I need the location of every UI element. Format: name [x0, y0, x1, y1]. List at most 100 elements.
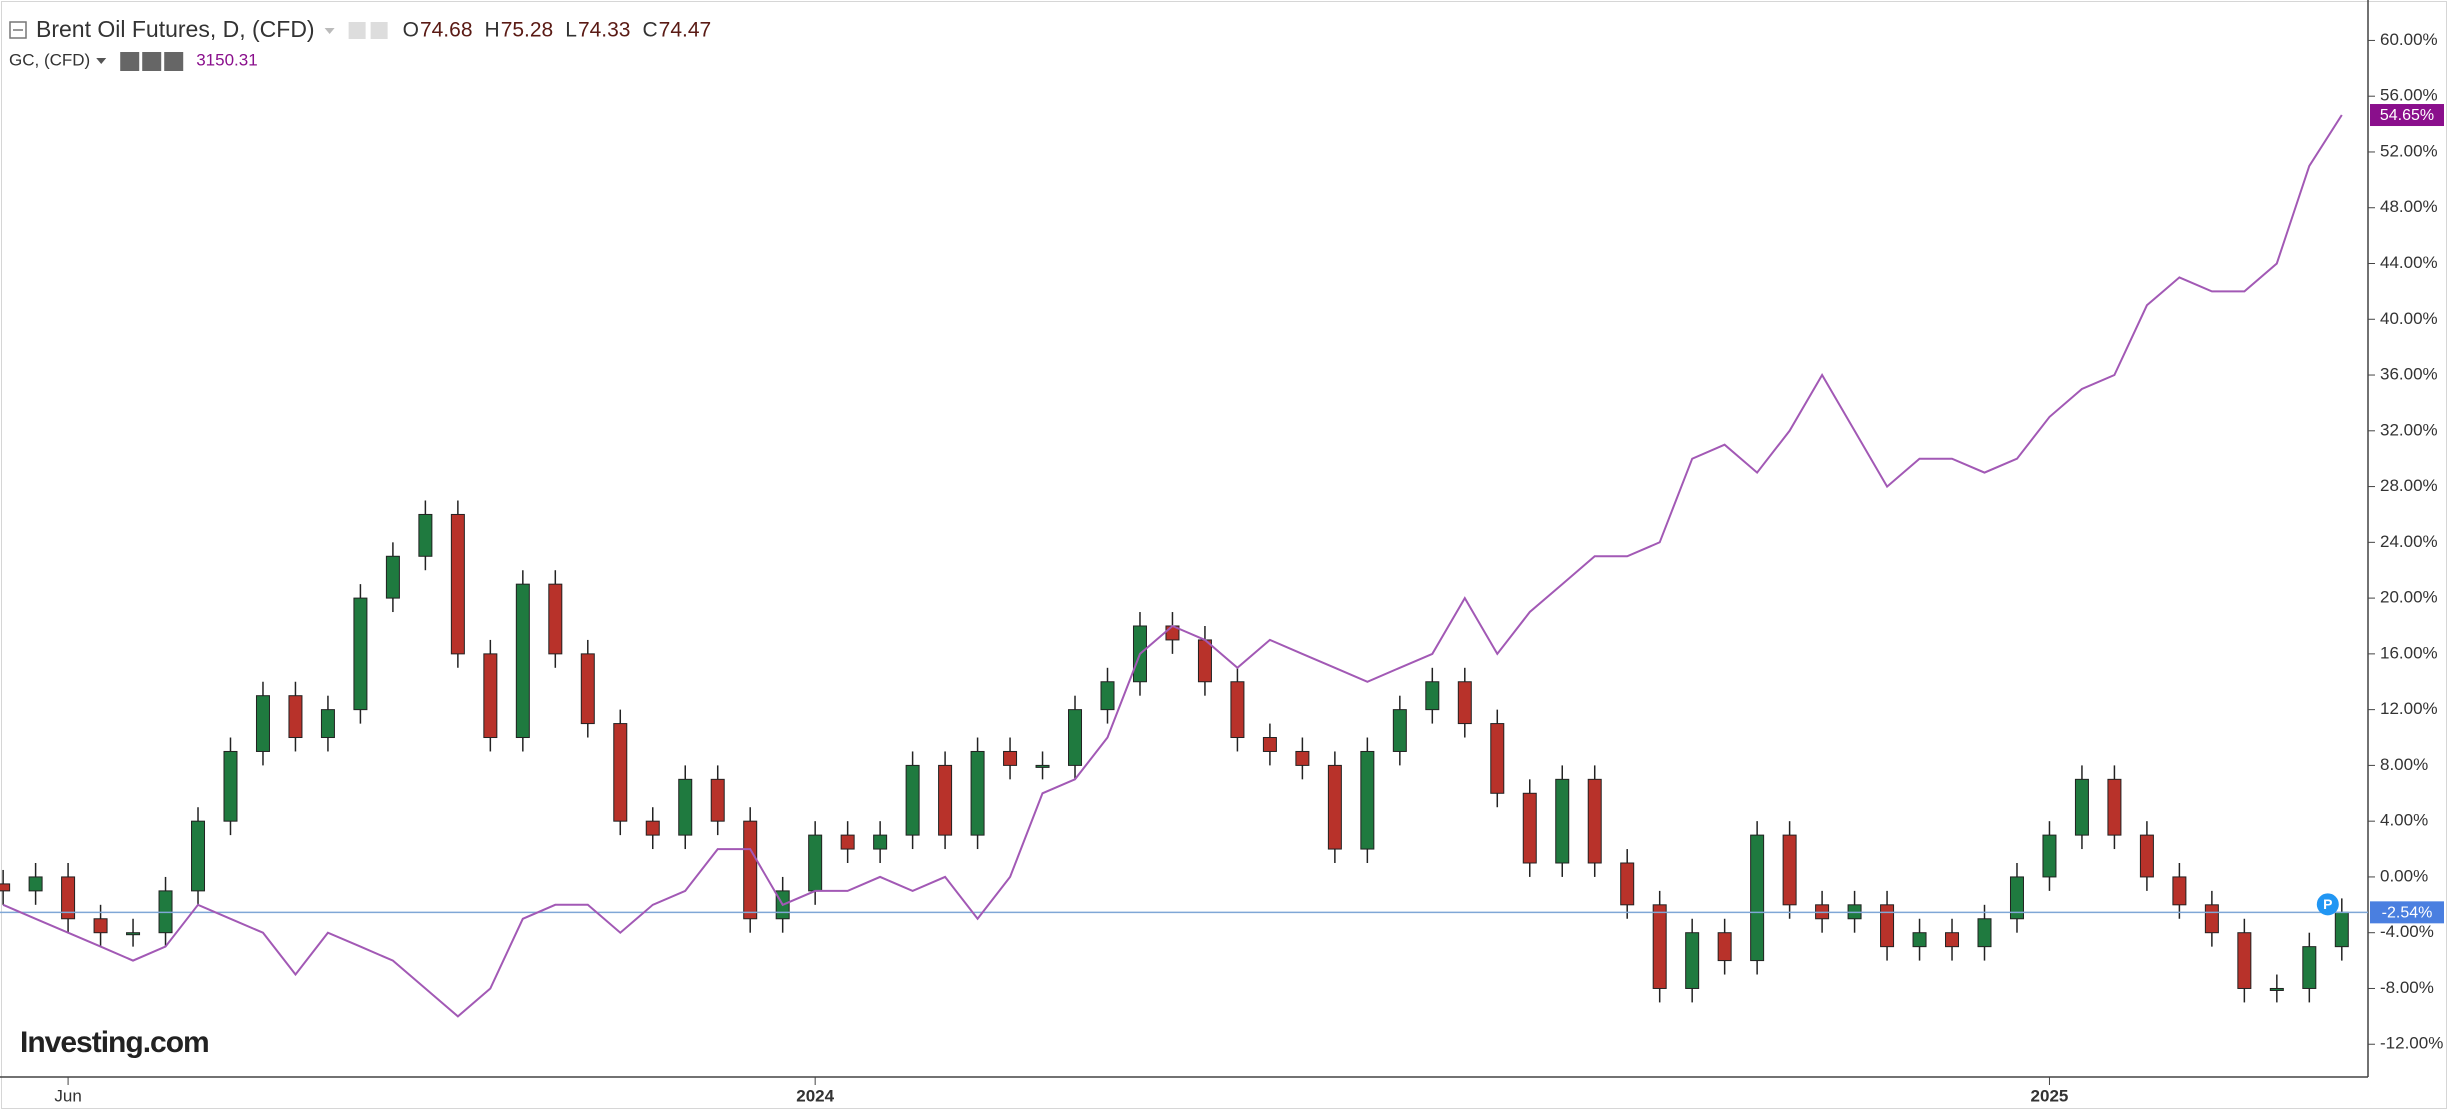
candle-body [1392, 709, 1407, 752]
price-tag [2370, 104, 2444, 127]
settings-icon [348, 22, 366, 39]
x-tick-label: 2025 [2031, 1086, 2069, 1105]
candle-body [2302, 946, 2317, 989]
y-tick-label: 12.00% [2380, 699, 2438, 718]
candle-body [1100, 681, 1115, 711]
candle-body [710, 778, 725, 822]
ohlc-value: 74.68 [420, 19, 473, 42]
candle-body [2139, 834, 2154, 878]
series-last-price: 3150.31 [196, 50, 257, 69]
y-tick-label: 48.00% [2380, 197, 2438, 216]
candle-body [645, 820, 660, 836]
marker [2316, 893, 2339, 916]
candle-body [1587, 778, 1602, 864]
candle-body [1912, 932, 1927, 948]
price-tag [2370, 901, 2444, 924]
candle-body [483, 653, 498, 739]
chart-title: Brent Oil Futures, D, (CFD) [36, 16, 315, 42]
candle-body [2334, 911, 2349, 948]
candle-body [1327, 764, 1342, 850]
candle-body [223, 750, 238, 822]
candle-body [61, 876, 76, 920]
marker-label: P [2323, 896, 2332, 912]
candle-body [1945, 932, 1960, 948]
y-tick-label: 0.00% [2380, 866, 2428, 885]
candle-body [613, 723, 628, 822]
watermark: Investing.com [20, 1026, 209, 1059]
y-tick-label: 24.00% [2380, 532, 2438, 551]
candle-body [1457, 681, 1472, 725]
candle-body [678, 778, 693, 836]
candle-body [2172, 876, 2187, 906]
y-tick-label: -8.00% [2380, 978, 2434, 997]
candle-body [1197, 639, 1212, 683]
header: Brent Oil Futures, D, (CFD) O 74.68 H 75.28 L… [9, 16, 711, 71]
close-icon [164, 52, 184, 71]
y-tick-label: 28.00% [2380, 476, 2438, 495]
y-tick-label: 4.00% [2380, 811, 2428, 830]
y-tick-label: 20.00% [2380, 588, 2438, 607]
y-tick-label: -12.00% [2380, 1034, 2443, 1053]
collapse-button[interactable] [9, 21, 27, 39]
candle-body [873, 834, 888, 850]
y-tick-label: 16.00% [2380, 643, 2438, 662]
candle-body [2107, 778, 2122, 836]
candle-body [743, 820, 758, 920]
y-tick-label: -4.00% [2380, 922, 2434, 941]
candle-body [1880, 904, 1895, 948]
y-tick-label: 60.00% [2380, 30, 2438, 49]
candle-body [1555, 778, 1570, 864]
candle-body [515, 583, 530, 739]
candle-body [2237, 932, 2252, 989]
candle-body [450, 513, 465, 655]
candle-body [2042, 834, 2057, 878]
candle-body [1717, 932, 1732, 962]
candle-body [255, 695, 270, 752]
candle-body [808, 834, 823, 892]
series-name: GC, (CFD) [9, 50, 90, 69]
candle-body [1425, 681, 1440, 711]
candle-body [1230, 681, 1245, 739]
ohlc-key: H [485, 19, 500, 42]
candle-body [1035, 764, 1050, 768]
y-tick-label: 8.00% [2380, 755, 2428, 774]
candle-body [1652, 904, 1667, 989]
settings-icon [142, 52, 162, 71]
candle-body [1782, 834, 1797, 906]
candle-body [288, 695, 303, 739]
candle-body [1003, 750, 1018, 766]
dropdown-icon [324, 28, 335, 34]
ohlc-value: 74.33 [578, 19, 631, 42]
y-tick-label: 44.00% [2380, 253, 2438, 272]
candle-body [840, 834, 855, 850]
candle-body [1262, 737, 1277, 752]
candle-body [548, 583, 563, 655]
settings-icon [370, 22, 388, 39]
y-tick-label: 36.00% [2380, 365, 2438, 384]
y-tick-label: 56.00% [2380, 86, 2438, 105]
candle-body [1685, 932, 1700, 989]
candle-body [191, 820, 206, 892]
ohlc-value: 75.28 [501, 19, 554, 42]
y-tick-label: 52.00% [2380, 141, 2438, 160]
visibility-icon [120, 52, 140, 71]
candle-body [353, 597, 368, 711]
candle-body [126, 932, 141, 936]
candle-body [938, 764, 953, 836]
candle-body [320, 709, 335, 739]
x-tick-label: 2024 [796, 1086, 834, 1105]
candle-body [1360, 750, 1375, 850]
price-tag-label: 54.65% [2380, 107, 2434, 124]
price-tag-label: -2.54% [2382, 905, 2433, 922]
x-tick-label: Jun [54, 1086, 81, 1105]
candle-body [2009, 876, 2024, 920]
candle-body [1490, 723, 1505, 794]
y-tick-label: 40.00% [2380, 309, 2438, 328]
candle-body [0, 883, 11, 892]
ohlc-key: L [565, 19, 577, 42]
candle-body [905, 764, 920, 836]
